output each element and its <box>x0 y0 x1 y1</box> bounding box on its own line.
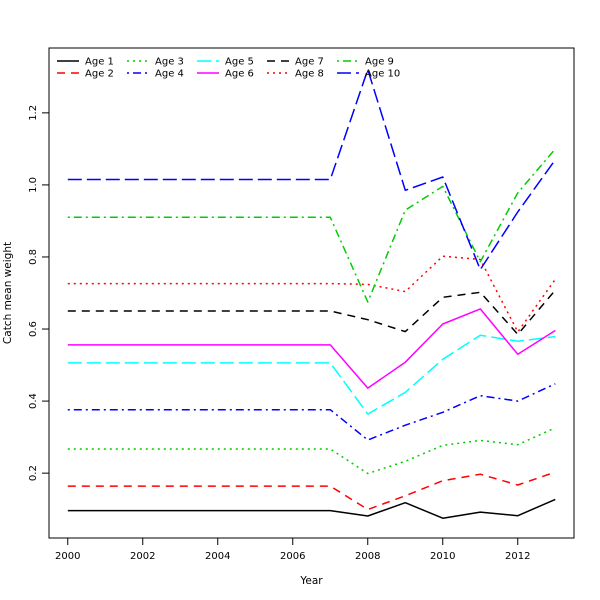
series-line-age-8 <box>67 255 556 333</box>
y-axis: 0.2 0.4 0.6 0.8 1.0 1.2 <box>28 105 50 481</box>
plot-area <box>48 47 575 539</box>
legend-label: Age 2 <box>85 69 114 80</box>
x-tick-label: 2010 <box>430 551 455 562</box>
series-line-age-2 <box>67 471 556 511</box>
series-line-age-10 <box>67 68 556 271</box>
legend-label: Age 4 <box>155 69 184 80</box>
y-tick-label: 1.0 <box>28 177 39 193</box>
series-line-age-3 <box>67 427 556 475</box>
series-layer <box>67 68 556 519</box>
x-axis: 2000 2002 2004 2006 2008 2010 2012 <box>55 537 530 562</box>
legend-label: Age 5 <box>225 57 254 68</box>
x-tick-label: 2006 <box>280 551 305 562</box>
legend-label: Age 1 <box>85 57 114 68</box>
y-tick-label: 0.6 <box>28 321 39 337</box>
legend-label: Age 3 <box>155 57 184 68</box>
x-axis-title: Year <box>299 575 323 587</box>
x-tick-label: 2012 <box>505 551 530 562</box>
y-tick-label: 1.2 <box>28 105 39 121</box>
y-tick-label: 0.2 <box>28 465 39 481</box>
y-tick-label: 0.8 <box>28 249 39 265</box>
x-tick-label: 2008 <box>355 551 380 562</box>
legend-label: Age 9 <box>365 57 394 68</box>
y-tick-label: 0.4 <box>28 393 39 409</box>
y-axis-title: Catch mean weight <box>2 242 14 344</box>
x-tick-label: 2000 <box>55 551 80 562</box>
legend-label: Age 7 <box>295 57 324 68</box>
legend-label: Age 6 <box>225 69 254 80</box>
x-tick-label: 2004 <box>205 551 230 562</box>
series-line-age-5 <box>67 334 556 415</box>
legend-label: Age 10 <box>365 69 400 80</box>
series-line-age-4 <box>67 383 556 441</box>
series-line-age-7 <box>67 289 556 336</box>
series-line-age-6 <box>67 308 556 389</box>
series-line-age-9 <box>67 148 556 303</box>
x-tick-label: 2002 <box>130 551 155 562</box>
series-line-age-1 <box>67 498 556 519</box>
legend-label: Age 8 <box>295 69 324 80</box>
